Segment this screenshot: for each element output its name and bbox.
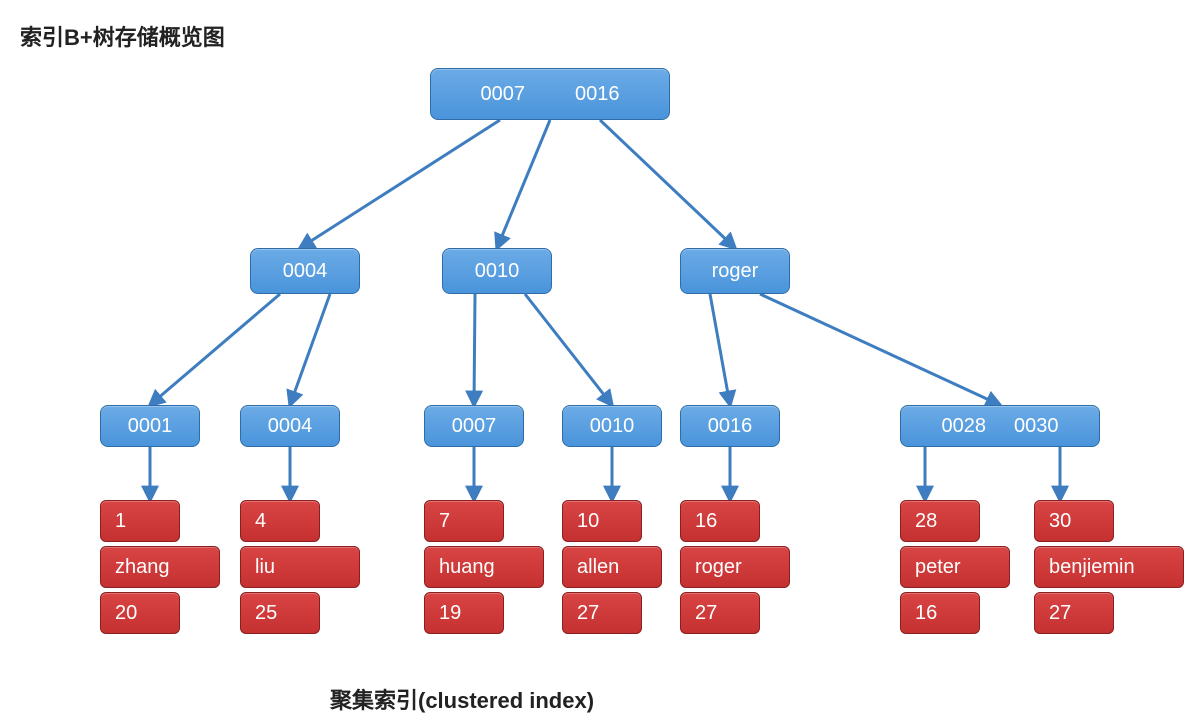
record-cell: 19 <box>424 592 504 634</box>
record-cell: huang <box>424 546 544 588</box>
record-cell: 27 <box>1034 592 1114 634</box>
diagram-title: 索引B+树存储概览图 <box>20 20 225 52</box>
tree-edge <box>474 294 475 405</box>
btree-leaf-node: 0028 0030 <box>900 405 1100 447</box>
diagram-caption: 聚集索引(clustered index) <box>330 683 594 715</box>
btree-leaf-node: 0007 <box>424 405 524 447</box>
btree-mid-node: 0010 <box>442 248 552 294</box>
mid-key: roger <box>712 260 759 283</box>
record-cell: 27 <box>680 592 760 634</box>
btree-leaf-node: 0001 <box>100 405 200 447</box>
btree-mid-node: roger <box>680 248 790 294</box>
leaf-key: 0010 <box>590 415 635 438</box>
btree-leaf-node: 0004 <box>240 405 340 447</box>
record-cell: 1 <box>100 500 180 542</box>
tree-edge <box>525 294 612 405</box>
leaf-key: 0007 <box>452 415 497 438</box>
record-cell: liu <box>240 546 360 588</box>
tree-edge <box>497 120 550 248</box>
tree-edge <box>710 294 730 405</box>
record-cell: 20 <box>100 592 180 634</box>
tree-edge <box>290 294 330 405</box>
leaf-key: 0016 <box>708 415 753 438</box>
leaf-key: 0001 <box>128 415 173 438</box>
btree-leaf-node: 0010 <box>562 405 662 447</box>
tree-edge <box>600 120 735 248</box>
leaf-key: 0028 <box>942 415 987 438</box>
record-cell: 27 <box>562 592 642 634</box>
record-cell: 4 <box>240 500 320 542</box>
tree-edge <box>760 294 1000 405</box>
record-cell: 16 <box>680 500 760 542</box>
record-cell: benjiemin <box>1034 546 1184 588</box>
record-cell: peter <box>900 546 1010 588</box>
record-cell: 25 <box>240 592 320 634</box>
btree-leaf-node: 0016 <box>680 405 780 447</box>
record-cell: 7 <box>424 500 504 542</box>
leaf-key: 0030 <box>1014 415 1059 438</box>
tree-edge <box>150 294 280 405</box>
root-key: 0007 <box>481 83 526 106</box>
record-cell: allen <box>562 546 662 588</box>
record-cell: roger <box>680 546 790 588</box>
leaf-key: 0004 <box>268 415 313 438</box>
root-key: 0016 <box>575 83 620 106</box>
mid-key: 0004 <box>283 260 328 283</box>
record-cell: zhang <box>100 546 220 588</box>
tree-edge <box>300 120 500 248</box>
record-cell: 16 <box>900 592 980 634</box>
btree-mid-node: 0004 <box>250 248 360 294</box>
record-cell: 30 <box>1034 500 1114 542</box>
record-cell: 28 <box>900 500 980 542</box>
mid-key: 0010 <box>475 260 520 283</box>
btree-root-node: 0007 0016 <box>430 68 670 120</box>
record-cell: 10 <box>562 500 642 542</box>
